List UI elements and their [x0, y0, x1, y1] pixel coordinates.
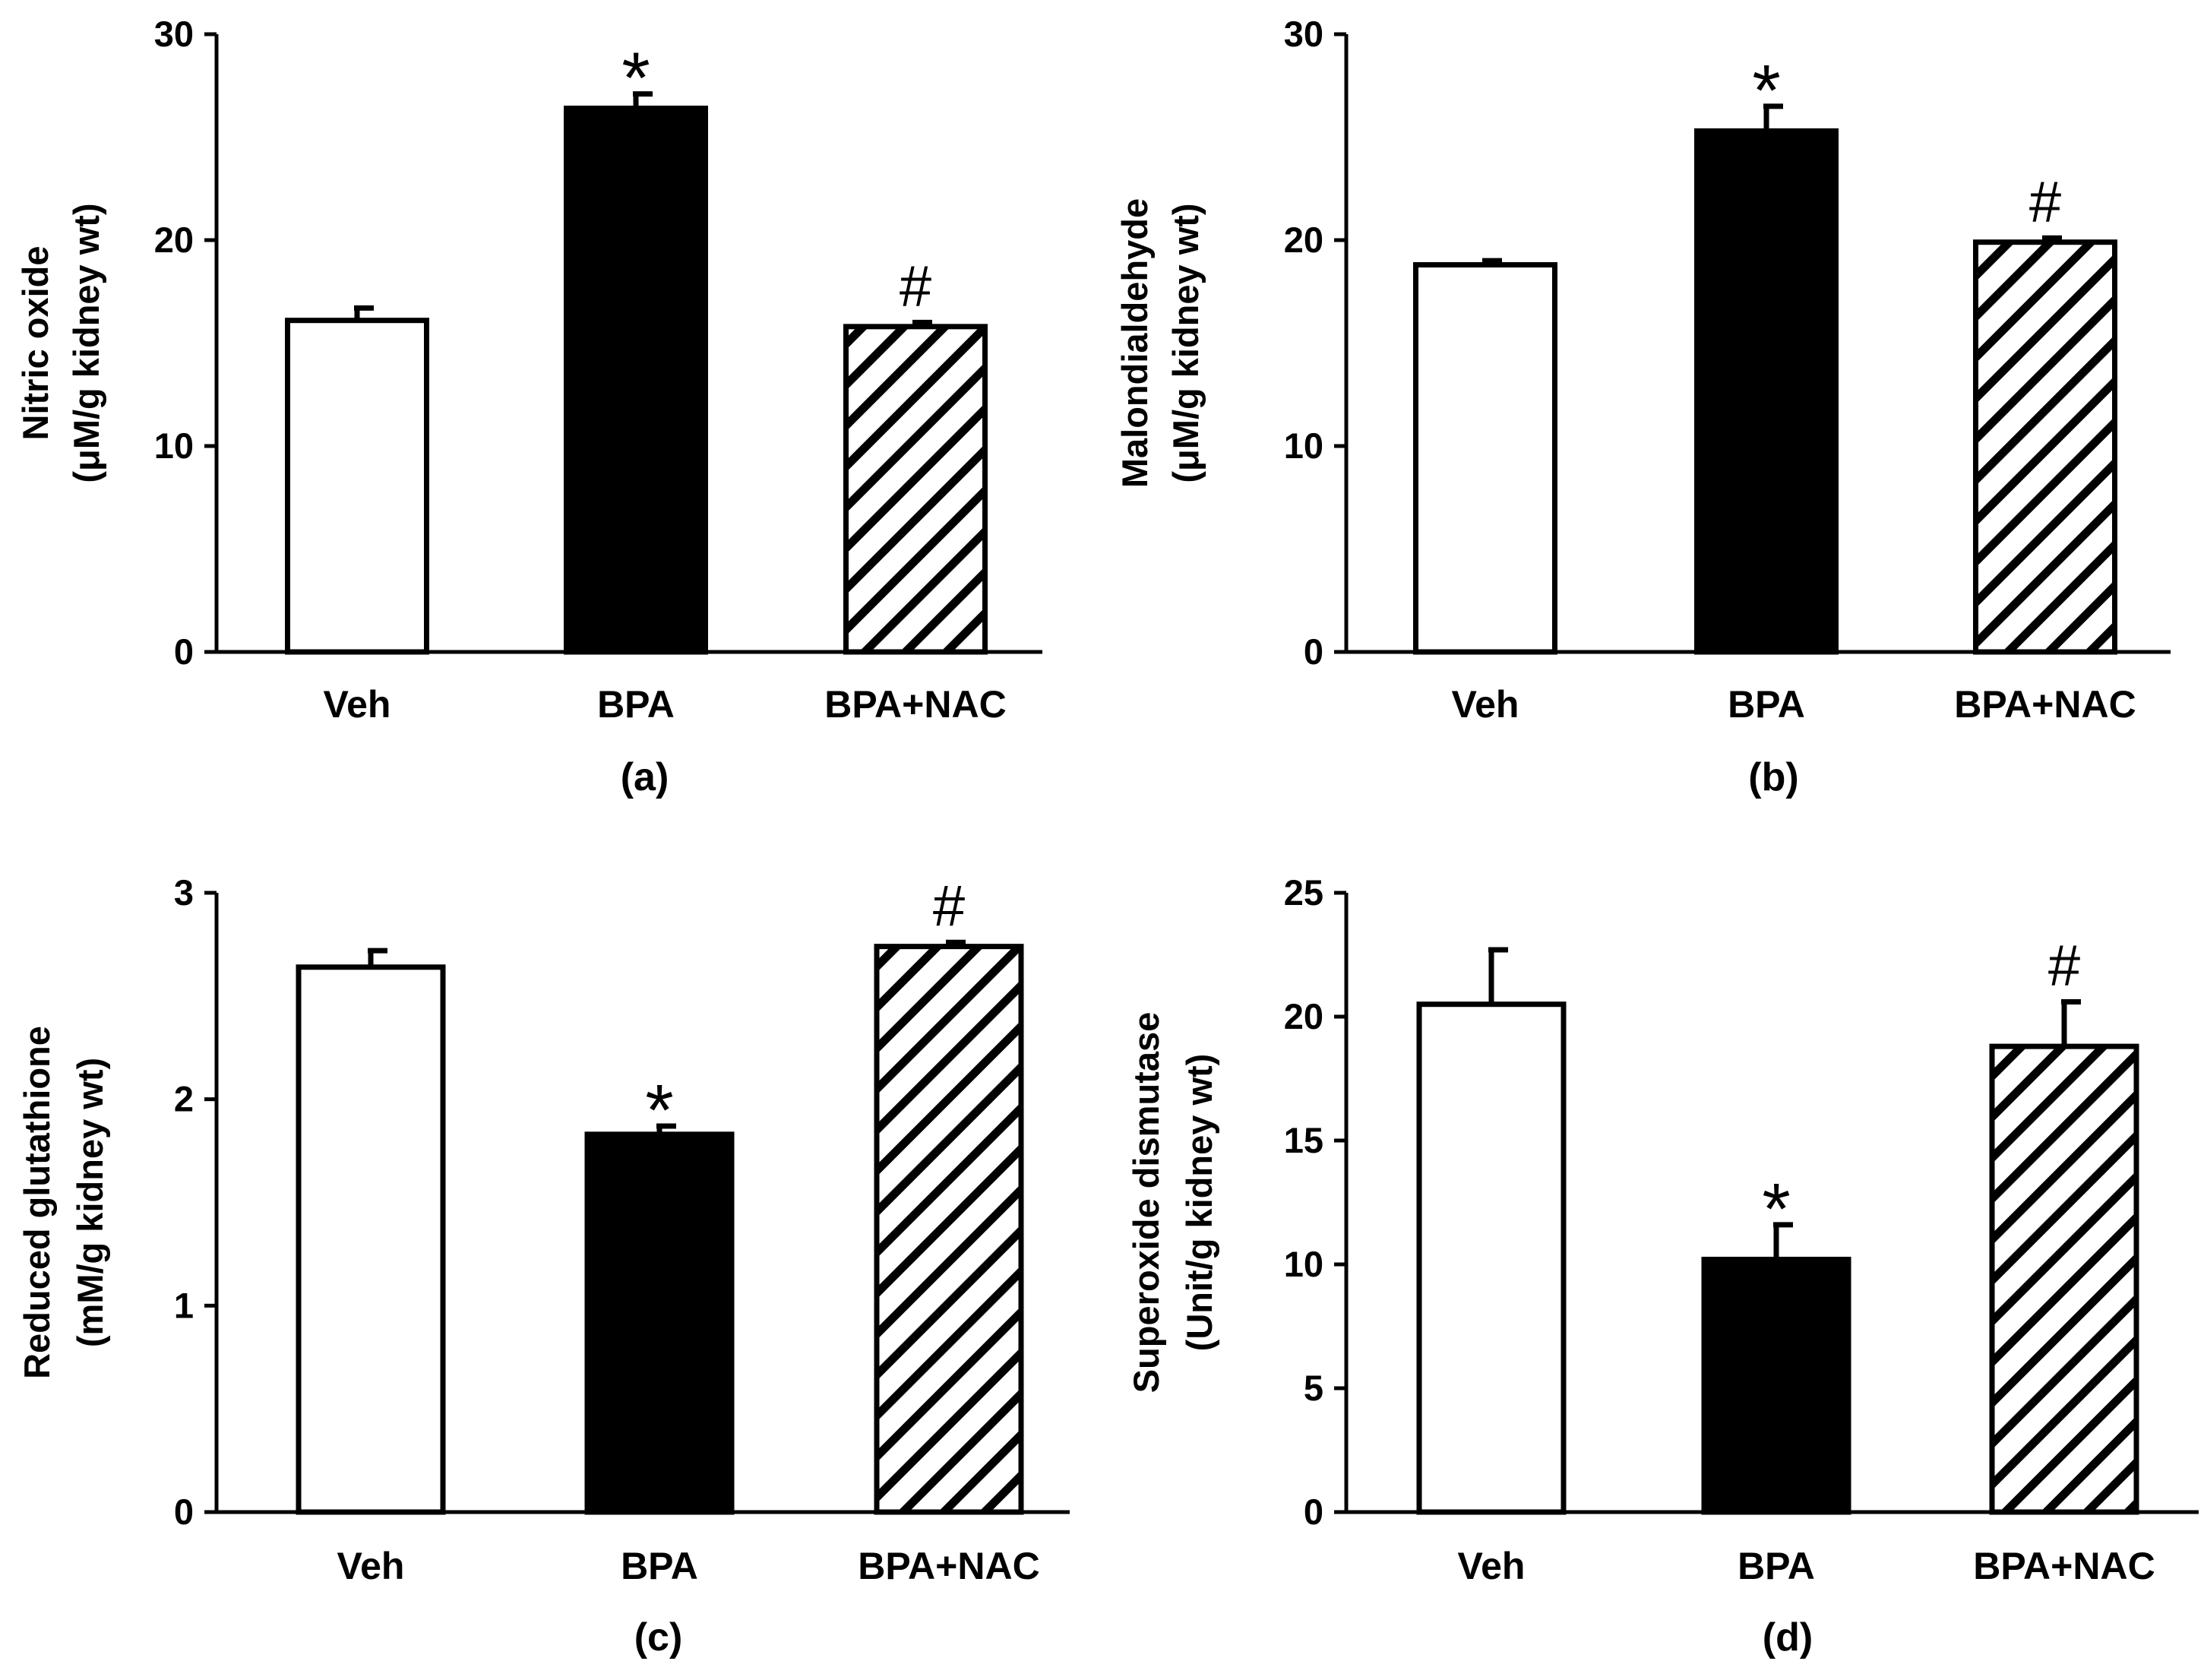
y-axis-title: Superoxide dismutase — [1126, 1012, 1166, 1394]
y-tick-label: 1 — [174, 1285, 194, 1325]
y-tick-label: 15 — [1284, 1120, 1323, 1160]
y-tick-label: 0 — [1304, 631, 1323, 672]
x-category-label: BPA+NAC — [858, 1545, 1039, 1587]
error-bar — [633, 91, 653, 109]
panel-label: (b) — [1748, 755, 1798, 799]
y-axis-unit: (μM/g kidney wt) — [1165, 203, 1206, 482]
error-bar — [354, 305, 374, 321]
error-bar — [1488, 947, 1508, 1005]
significance-star: * — [645, 1070, 673, 1151]
y-axis-title: Reduced glutathione — [17, 1026, 57, 1379]
y-tick-label: 2 — [174, 1079, 194, 1119]
panel-d: * #0 5 10 15 20 25 Veh BPA BPA+NAC Superoxide dism… — [1126, 872, 2199, 1659]
error-bar — [1763, 103, 1783, 131]
y-tick-label: 10 — [154, 426, 194, 466]
y-tick-label: 30 — [154, 14, 194, 54]
y-tick-label: 30 — [1284, 14, 1323, 54]
x-category-label: BPA+NAC — [824, 683, 1006, 726]
y-tick-label: 10 — [1284, 426, 1323, 466]
y-tick-label: 20 — [154, 220, 194, 260]
significance-star: * — [1762, 1169, 1790, 1250]
bar-bpa — [1701, 1256, 1851, 1515]
y-axis-unit: (Unit/g kidney wt) — [1179, 1054, 1219, 1352]
y-axis-title: Malondialdehyde — [1115, 198, 1155, 488]
x-category-label: BPA — [1738, 1545, 1815, 1587]
x-category-label: BPA — [1728, 683, 1805, 726]
error-bar — [2061, 998, 2081, 1047]
error-bar — [1482, 258, 1502, 265]
bar-bpa-nac — [874, 944, 1024, 1515]
bar-veh — [1413, 262, 1557, 655]
error-bar — [656, 1123, 676, 1134]
bar-veh — [1416, 1001, 1567, 1515]
bar-bpa-nac — [1989, 1043, 2139, 1515]
y-tick-label: 20 — [1284, 220, 1323, 260]
panel-label: (c) — [634, 1615, 683, 1659]
bar-bpa — [584, 1131, 735, 1515]
error-bar — [946, 939, 966, 947]
x-category-label: BPA+NAC — [1954, 683, 2136, 726]
x-category-label: Veh — [324, 683, 391, 726]
x-category-label: BPA — [621, 1545, 698, 1587]
significance-star: * — [1752, 50, 1780, 131]
panel-label: (d) — [1763, 1615, 1813, 1659]
panel-a: * #0 10 20 30 Veh BPA BPA+NAC Nitric oxide (μM/g … — [15, 14, 1042, 799]
bar-bpa — [1694, 128, 1839, 655]
significance-hash: # — [2029, 169, 2061, 234]
bar-veh — [285, 318, 429, 655]
panel-c: * #0 1 2 3 Veh BPA BPA+NAC Reduced glutathione (m… — [17, 872, 1070, 1659]
error-bar — [912, 319, 932, 327]
x-category-label: Veh — [337, 1545, 405, 1587]
x-category-label: BPA — [597, 683, 675, 726]
bar-veh — [296, 964, 446, 1515]
x-category-label: Veh — [1452, 683, 1519, 726]
y-tick-label: 0 — [174, 631, 194, 672]
y-tick-label: 0 — [1304, 1492, 1323, 1532]
y-tick-label: 20 — [1284, 996, 1323, 1036]
x-category-label: Veh — [1458, 1545, 1526, 1587]
y-axis-unit: (mM/g kidney wt) — [70, 1058, 110, 1347]
y-axis-unit: (μM/g kidney wt) — [66, 203, 106, 482]
y-tick-label: 25 — [1284, 872, 1323, 913]
bar-bpa-nac — [1973, 239, 2117, 655]
y-tick-label: 3 — [174, 872, 194, 913]
significance-hash: # — [2048, 933, 2080, 998]
bar-bpa — [564, 106, 708, 655]
bar-bpa-nac — [843, 324, 988, 655]
y-axis-title: Nitric oxide — [15, 246, 55, 441]
y-tick-label: 5 — [1304, 1368, 1323, 1408]
panel-label: (a) — [621, 755, 669, 799]
significance-hash: # — [933, 874, 965, 938]
significance-hash: # — [900, 254, 931, 318]
significance-star: * — [621, 38, 650, 119]
error-bar — [368, 948, 387, 967]
error-bar — [2042, 235, 2062, 242]
y-tick-label: 0 — [174, 1492, 194, 1532]
y-tick-label: 10 — [1284, 1244, 1323, 1284]
panel-b: * #0 10 20 30 Veh BPA BPA+NAC Malondialdehyde (μM… — [1115, 14, 2171, 799]
x-category-label: BPA+NAC — [1973, 1545, 2155, 1587]
error-bar — [1773, 1222, 1793, 1260]
